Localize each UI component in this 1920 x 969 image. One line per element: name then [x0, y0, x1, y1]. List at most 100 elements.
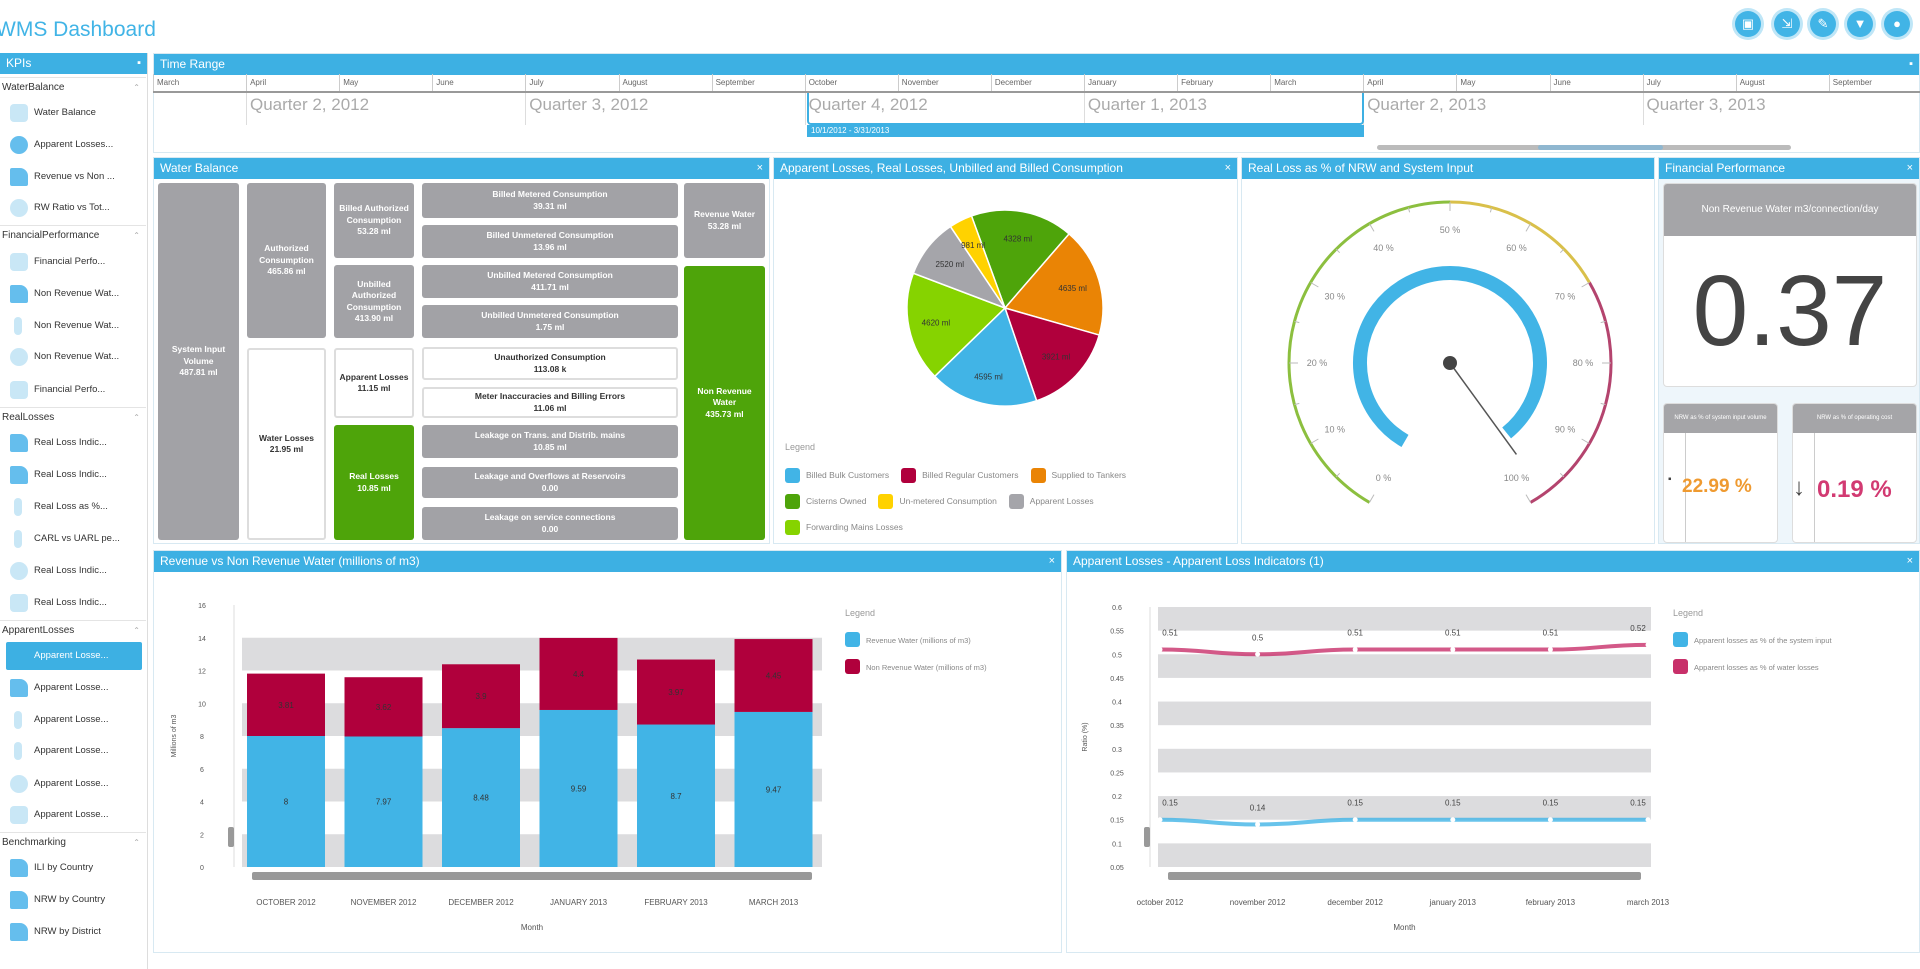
pie-legend-item[interactable]: Billed Bulk Customers	[785, 462, 889, 488]
timeline-month[interactable]: July	[525, 74, 618, 91]
sidebar-item[interactable]: Water Balance	[6, 99, 142, 127]
water-balance-box[interactable]: Authorized Consumption 465.86 ml	[247, 183, 326, 338]
legend-swatch[interactable]	[1673, 632, 1688, 647]
water-balance-box[interactable]: Leakage on Trans. and Distrib. mains 10.8…	[422, 425, 678, 458]
line-point[interactable]	[1352, 817, 1358, 823]
sidebar-item[interactable]: Real Loss Indic...	[6, 589, 142, 617]
sidebar-item[interactable]: Financial Perfo...	[6, 248, 142, 276]
line-point[interactable]	[1450, 817, 1456, 823]
line-point[interactable]	[1157, 817, 1163, 823]
sidebar-item[interactable]: CARL vs UARL pe...	[6, 525, 142, 553]
pie-legend-item[interactable]: Forwarding Mains Losses	[785, 514, 903, 540]
sidebar-item[interactable]: Apparent Losse...	[6, 674, 142, 702]
timeline-month[interactable]: June	[1549, 74, 1643, 91]
bar-segment[interactable]	[247, 736, 325, 867]
sidebar-item[interactable]: Financial Perfo...	[6, 376, 142, 404]
sidebar-group-header[interactable]: WaterBalance ⌃	[0, 77, 146, 97]
y-scroll-thumb[interactable]	[1144, 827, 1150, 847]
close-icon[interactable]: ×	[756, 162, 763, 174]
save-button[interactable]: ▣	[1735, 11, 1761, 37]
chevron-up-icon[interactable]: ⌃	[133, 626, 140, 635]
close-icon[interactable]: ×	[1048, 555, 1055, 567]
sidebar-item[interactable]: ILI by Country	[6, 854, 142, 882]
timeline-month[interactable]: April	[1363, 74, 1456, 91]
timeline-month[interactable]: October	[804, 74, 898, 91]
line-point[interactable]	[1645, 817, 1651, 823]
edit-button[interactable]: ✎	[1810, 11, 1836, 37]
close-icon[interactable]: ▪	[1909, 58, 1913, 70]
legend-swatch[interactable]	[1673, 659, 1688, 674]
timeline-month[interactable]: August	[618, 74, 712, 91]
sidebar-item[interactable]: Apparent Losse...	[6, 642, 142, 670]
water-balance-box[interactable]: Billed Metered Consumption 39.31 ml	[422, 183, 678, 218]
sidebar-group-header[interactable]: FinancialPerformance ⌃	[0, 225, 146, 245]
chevron-up-icon[interactable]: ⌃	[133, 413, 140, 422]
sidebar-item[interactable]: NRW by Country	[6, 886, 142, 914]
pie-slice[interactable]	[933, 306, 1038, 407]
pie-slice[interactable]	[949, 214, 1006, 309]
sidebar-item[interactable]: NRW by District	[6, 918, 142, 946]
bar-segment[interactable]	[442, 664, 520, 729]
timeline-month[interactable]: March	[153, 74, 246, 91]
x-scrollbar[interactable]	[1168, 872, 1641, 880]
sidebar-item[interactable]: Real Loss Indic...	[6, 557, 142, 585]
line-point[interactable]	[1450, 647, 1456, 653]
timeline-month[interactable]: May	[1456, 74, 1549, 91]
close-icon[interactable]: ×	[1906, 162, 1913, 174]
sidebar-item[interactable]: Real Loss as %...	[6, 493, 142, 521]
close-icon[interactable]: ×	[1906, 555, 1913, 567]
water-balance-box[interactable]: Non Revenue Water 435.73 ml	[684, 266, 765, 540]
timeline-scroll-thumb[interactable]	[1538, 145, 1663, 150]
timeline-quarter[interactable]: Quarter 3, 2012	[525, 93, 804, 125]
timeline-month[interactable]: March	[1270, 74, 1363, 91]
water-balance-box[interactable]: Billed Unmetered Consumption 13.96 ml	[422, 225, 678, 258]
line-point[interactable]	[1352, 647, 1358, 653]
bar-segment[interactable]	[734, 711, 813, 867]
chevron-up-icon[interactable]: ⌃	[133, 838, 140, 847]
water-balance-box[interactable]: Unbilled Metered Consumption 411.71 ml	[422, 265, 678, 298]
water-balance-box[interactable]: Leakage and Overflows at Reservoirs 0.00	[422, 467, 678, 498]
bar-segment[interactable]	[539, 709, 618, 867]
sidebar-item[interactable]: Apparent Losse...	[6, 801, 142, 829]
sidebar-item[interactable]: Non Revenue Wat...	[6, 312, 142, 340]
bar-segment[interactable]	[247, 673, 325, 736]
sidebar-item[interactable]: Revenue vs Non ...	[6, 163, 142, 191]
timeline-month[interactable]: July	[1642, 74, 1736, 91]
timeline-quarter[interactable]: Quarter 4, 2012	[804, 93, 1084, 125]
pie-slice[interactable]	[1003, 232, 1104, 337]
x-scrollbar[interactable]	[252, 872, 812, 880]
bar-segment[interactable]	[637, 724, 715, 867]
timeline-selection-bar[interactable]: 10/1/2012 - 3/31/2013	[807, 125, 1364, 137]
water-balance-box[interactable]: Unbilled Unmetered Consumption 1.75 ml	[422, 305, 678, 338]
legend-label[interactable]: Non Revenue Water (millions of m3)	[866, 663, 987, 672]
pie-legend-item[interactable]: Supplied to Tankers	[1030, 462, 1126, 488]
timeline-selection-outline[interactable]	[807, 93, 1364, 125]
timeline-quarter[interactable]: Quarter 3, 2013	[1642, 93, 1920, 125]
bar-segment[interactable]	[344, 736, 423, 867]
timeline-scrollbar[interactable]	[1377, 145, 1791, 150]
timeline-month[interactable]: May	[339, 74, 432, 91]
line-series[interactable]	[1159, 642, 1649, 657]
pie-slice[interactable]	[1003, 306, 1101, 402]
pie-slice[interactable]	[970, 209, 1071, 310]
sidebar-item[interactable]: Non Revenue Wat...	[6, 343, 142, 371]
line-point[interactable]	[1255, 651, 1261, 657]
water-balance-box[interactable]: Unbilled Authorized Consumption 413.90 ml	[334, 265, 414, 338]
timeline-month[interactable]: December	[990, 74, 1084, 91]
sidebar-item[interactable]: Apparent Losse...	[6, 737, 142, 765]
timeline-month[interactable]: September	[1828, 74, 1920, 91]
bar-segment[interactable]	[344, 677, 423, 737]
timeline-month[interactable]: February	[1177, 74, 1270, 91]
timeline-month[interactable]: September	[711, 74, 805, 91]
timeline-month[interactable]: November	[897, 74, 991, 91]
y-scroll-thumb[interactable]	[228, 827, 234, 847]
water-balance-box[interactable]: Revenue Water 53.28 ml	[684, 183, 765, 258]
legend-label[interactable]: Apparent losses as % of the system input	[1694, 636, 1832, 645]
timeline-quarter[interactable]: Quarter 1, 2013	[1083, 93, 1363, 125]
line-series[interactable]	[1159, 817, 1648, 827]
pie-legend-item[interactable]: Billed Regular Customers	[901, 462, 1019, 488]
settings-button[interactable]: ●	[1884, 11, 1910, 37]
filter-button[interactable]: ▼	[1847, 11, 1873, 37]
timeline-quarter[interactable]: Quarter 2, 2012	[246, 93, 525, 125]
water-balance-box[interactable]: Leakage on service connections 0.00	[422, 507, 678, 540]
